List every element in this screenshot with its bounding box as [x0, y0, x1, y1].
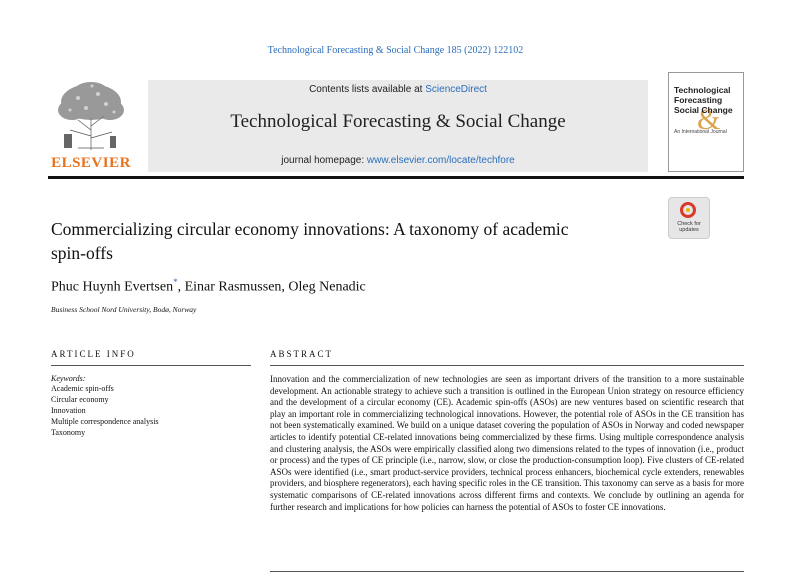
- cover-subtitle: An International Journal: [674, 129, 727, 135]
- contents-line: Contents lists available at ScienceDirec…: [148, 84, 648, 95]
- keyword-item: Innovation: [51, 406, 86, 415]
- check-updates-label-line1: Check for: [677, 221, 701, 227]
- article-title-line2: spin-offs: [51, 243, 113, 263]
- abstract-rule: [270, 365, 744, 366]
- keywords-label: Keywords:: [51, 374, 86, 383]
- publisher-name: ELSEVIER: [51, 155, 131, 171]
- cover-ampersand-icon: &: [697, 103, 721, 136]
- journal-cover[interactable]: & Technological Forecasting Social Chang…: [668, 72, 744, 172]
- keywords-block: Keywords: Academic spin-offs Circular ec…: [51, 374, 251, 438]
- header-rule: [48, 176, 744, 179]
- check-for-updates-badge[interactable]: Check for updates: [668, 197, 710, 239]
- contents-prefix: Contents lists available at: [309, 84, 426, 95]
- homepage-link[interactable]: www.elsevier.com/locate/techfore: [366, 155, 515, 166]
- elsevier-tree-icon: [58, 82, 124, 150]
- check-updates-icon: [680, 202, 696, 218]
- author-list: Phuc Huynh Evertsen*, Einar Rasmussen, O…: [51, 277, 366, 296]
- sciencedirect-link[interactable]: ScienceDirect: [425, 84, 487, 95]
- other-authors[interactable]: , Einar Rasmussen, Oleg Nenadic: [177, 279, 366, 295]
- abstract-bottom-rule: [270, 571, 744, 572]
- article-title: Commercializing circular economy innovat…: [51, 217, 651, 265]
- elsevier-logo: ELSEVIER: [48, 80, 134, 172]
- affiliation: Business School Nord University, Bodø, N…: [51, 305, 197, 314]
- cover-title-line1: Technological: [674, 85, 731, 95]
- cover-title-line3: Social Change: [674, 105, 733, 115]
- keyword-item: Academic spin-offs: [51, 384, 114, 393]
- homepage-prefix: journal homepage:: [281, 155, 367, 166]
- corresponding-author-mark[interactable]: *: [173, 277, 178, 287]
- author-name[interactable]: Phuc Huynh Evertsen: [51, 279, 174, 295]
- check-updates-label: Check for updates: [669, 221, 709, 233]
- keyword-item: Circular economy: [51, 395, 109, 404]
- abstract-heading: ABSTRACT: [270, 349, 334, 359]
- journal-banner: Contents lists available at ScienceDirec…: [148, 80, 648, 172]
- article-info-heading: ARTICLE INFO: [51, 349, 136, 359]
- check-updates-label-line2: updates: [679, 227, 699, 233]
- cover-title-line2: Forecasting: [674, 95, 723, 105]
- article-info-rule: [51, 365, 251, 366]
- cover-title: Technological Forecasting Social Change: [674, 85, 733, 115]
- journal-title: Technological Forecasting & Social Chang…: [230, 111, 566, 132]
- abstract-text: Innovation and the commercialization of …: [270, 374, 744, 512]
- journal-citation[interactable]: Technological Forecasting & Social Chang…: [267, 45, 524, 56]
- keyword-item: Multiple correspondence analysis: [51, 417, 159, 426]
- article-title-line1: Commercializing circular economy innovat…: [51, 219, 569, 239]
- keyword-item: Taxonomy: [51, 428, 86, 437]
- homepage-line: journal homepage: www.elsevier.com/locat…: [148, 155, 648, 166]
